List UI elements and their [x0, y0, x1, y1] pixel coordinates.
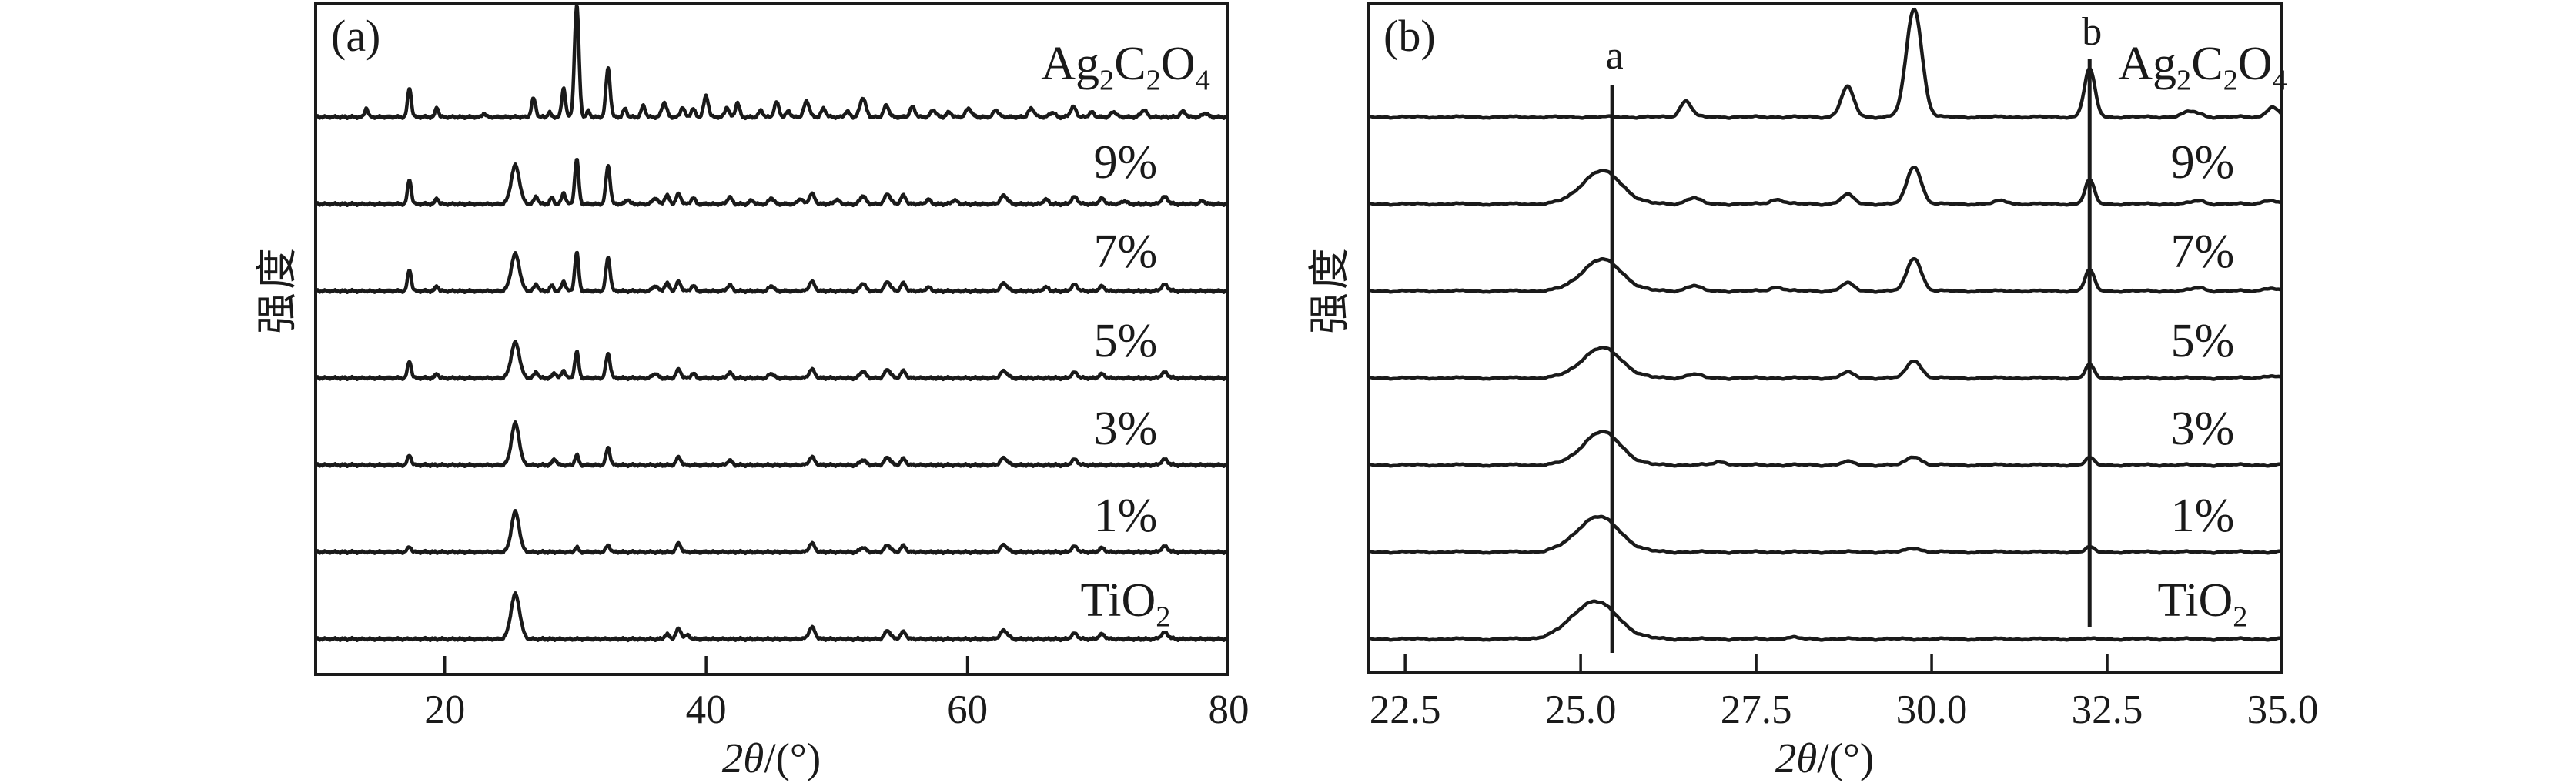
trace-a-7% [314, 250, 1229, 295]
x-tick-label-a-60: 60 [947, 688, 989, 732]
trace-b-3% [1367, 429, 2283, 468]
x-tick-label-b-25.0: 25.0 [1544, 688, 1617, 732]
trace-label-a-3%: 3% [1093, 403, 1158, 455]
trace-label-b-Ag2C2O4: Ag2C2O4 [2118, 38, 2287, 97]
trace-a-3% [314, 420, 1229, 469]
panel-b-title: (b) [1383, 11, 1436, 61]
panel-b-xlabel: 2θ/(°) [1775, 734, 1875, 781]
x-tick-label-b-32.5: 32.5 [2071, 688, 2143, 732]
plot-border-a [314, 2, 1229, 676]
panel-a-plot [314, 2, 1229, 676]
trace-label-b-3%: 3% [2170, 403, 2235, 455]
trace-b-7% [1367, 256, 2283, 294]
trace-label-b-5%: 5% [2170, 315, 2235, 367]
trace-label-a-TiO2: TiO2 [1080, 574, 1171, 634]
trace-a-5% [314, 339, 1229, 382]
trace-a-9% [314, 157, 1229, 208]
panel-b-plot [1367, 2, 2283, 674]
trace-a-Ag2C2O4 [314, 4, 1229, 121]
panel-a-ylabel: 强度 [254, 245, 300, 334]
trace-label-b-7%: 7% [2170, 226, 2235, 278]
trace-a-1% [314, 508, 1229, 556]
guide-label-b: b [2082, 10, 2103, 54]
plot-border-b [1367, 2, 2283, 674]
trace-b-TiO2 [1367, 599, 2283, 642]
panel-a-title: (a) [331, 11, 381, 61]
trace-label-a-1%: 1% [1093, 490, 1158, 542]
x-tick-label-b-30.0: 30.0 [1895, 688, 1968, 732]
trace-label-a-Ag2C2O4: Ag2C2O4 [1041, 38, 1210, 97]
trace-label-b-TiO2: TiO2 [2157, 574, 2248, 634]
x-tick-label-a-40: 40 [685, 688, 727, 732]
trace-label-b-9%: 9% [2170, 136, 2235, 189]
trace-a-TiO2 [314, 591, 1229, 643]
guide-label-a: a [1605, 34, 1624, 78]
x-tick-label-a-20: 20 [424, 688, 466, 732]
x-tick-label-a-80: 80 [1208, 688, 1250, 732]
x-tick-label-b-27.5: 27.5 [1720, 688, 1792, 732]
panel-b-ylabel: 强度 [1306, 245, 1353, 334]
trace-label-b-1%: 1% [2170, 490, 2235, 542]
trace-b-5% [1367, 345, 2283, 381]
trace-b-Ag2C2O4 [1367, 7, 2283, 120]
trace-label-a-7%: 7% [1093, 226, 1158, 278]
trace-b-9% [1367, 165, 2283, 207]
trace-label-a-9%: 9% [1093, 136, 1158, 189]
trace-b-1% [1367, 514, 2283, 555]
panel-a-xlabel: 2θ/(°) [721, 734, 821, 781]
x-tick-label-b-22.5: 22.5 [1369, 688, 1441, 732]
x-tick-label-b-35.0: 35.0 [2246, 688, 2319, 732]
trace-label-a-5%: 5% [1093, 315, 1158, 367]
